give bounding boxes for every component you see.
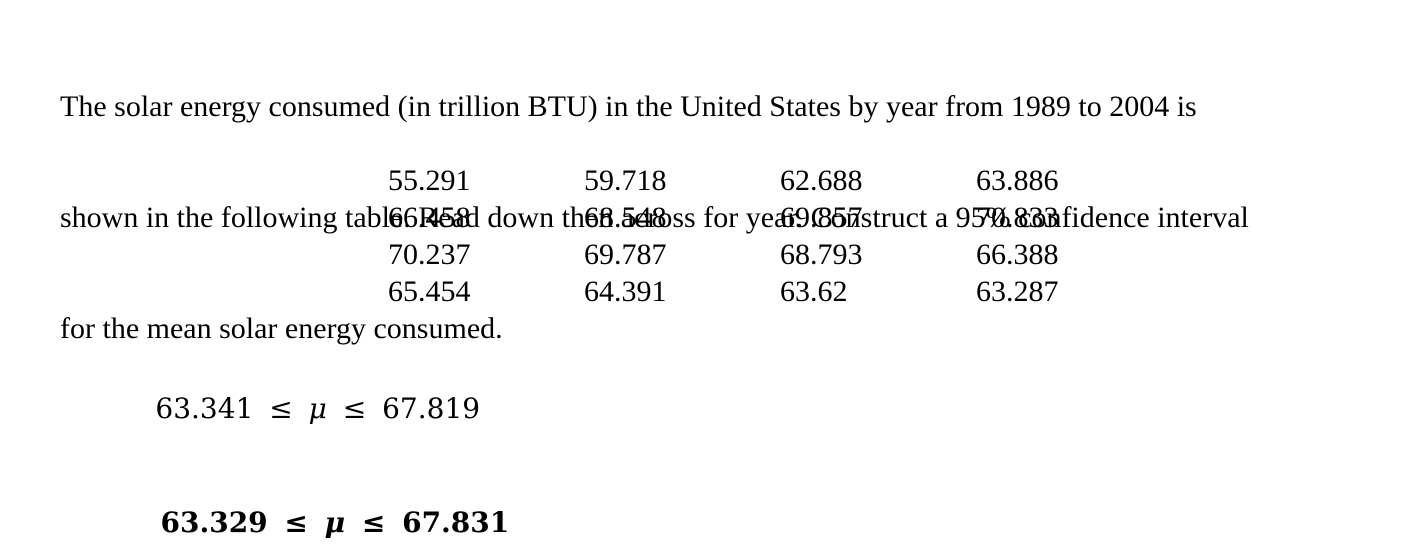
table-cell: 70.833 [976, 201, 1059, 234]
option-text: ≤ 67.831 [345, 506, 510, 539]
answer-option-interval-1[interactable]: 63.341 ≤ μ ≤ 67.819 [60, 352, 509, 466]
table-cell: 59.718 [584, 164, 667, 197]
table-cell: 64.391 [584, 275, 667, 308]
table-row: 70.237 69.787 68.793 66.388 [388, 236, 1188, 273]
data-table: 55.291 59.718 62.688 63.886 66.458 68.54… [388, 162, 1188, 310]
table-cell: 69.787 [584, 238, 667, 271]
table-cell: 63.886 [976, 164, 1059, 197]
answer-options: 63.341 ≤ μ ≤ 67.819 63.329 ≤ μ ≤ 67.831 … [60, 352, 509, 560]
table-row: 55.291 59.718 62.688 63.886 [388, 162, 1188, 199]
option-text: 63.341 ≤ [155, 392, 309, 425]
table-cell: 62.688 [780, 164, 863, 197]
mu-symbol: μ [324, 506, 346, 539]
question-line: shown in the following table. Read down … [60, 201, 1249, 234]
table-row: 66.458 68.548 69.857 70.833 [388, 199, 1188, 236]
option-text: 63.329 ≤ [160, 506, 325, 539]
table-cell: 70.237 [388, 238, 471, 271]
table-cell: 55.291 [388, 164, 471, 197]
table-cell: 69.857 [780, 201, 863, 234]
mu-symbol: μ [308, 392, 327, 425]
question-line: The solar energy consumed (in trillion B… [60, 90, 1197, 123]
table-cell: 68.793 [780, 238, 863, 271]
table-row: 65.454 64.391 63.62 63.287 [388, 273, 1188, 310]
table-cell: 66.388 [976, 238, 1059, 271]
table-cell: 63.62 [780, 275, 848, 308]
table-cell: 65.454 [388, 275, 471, 308]
table-cell: 66.458 [388, 201, 471, 234]
question-line: for the mean solar energy consumed. [60, 312, 503, 345]
option-text: ≤ 67.819 [326, 392, 481, 425]
table-cell: 68.548 [584, 201, 667, 234]
question-text: The solar energy consumed (in trillion B… [60, 14, 1390, 421]
answer-option-interval-2[interactable]: 63.329 ≤ μ ≤ 67.831 [60, 466, 510, 560]
table-cell: 63.287 [976, 275, 1059, 308]
